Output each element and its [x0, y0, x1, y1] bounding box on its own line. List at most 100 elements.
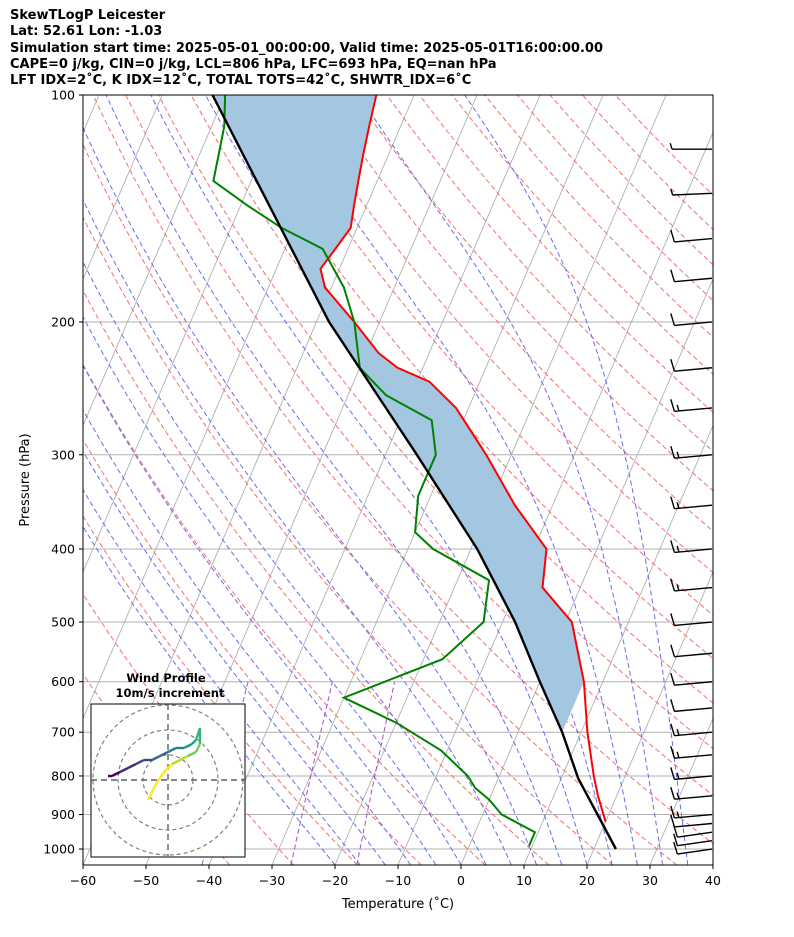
x-tick-label: −40 [196, 873, 222, 888]
barb-staff [674, 754, 713, 759]
x-tick-label: −60 [70, 873, 96, 888]
isotherm-line [83, 95, 100, 134]
isotherm-line [83, 95, 163, 281]
y-tick-label: 800 [51, 768, 75, 783]
moist-adiabat-line [83, 364, 437, 865]
isotherm-line [208, 95, 541, 865]
dry-adiabat-line [321, 95, 713, 532]
barb-flag [670, 723, 676, 736]
barb-flag [676, 451, 680, 458]
wind-barb [670, 746, 713, 759]
inset-title: Wind Profile [126, 671, 206, 685]
barb-flag [673, 825, 679, 838]
dry-adiabat-line [157, 95, 713, 750]
barb-staff [674, 681, 713, 686]
hodograph-segment [194, 727, 202, 741]
wind-barb [670, 699, 713, 713]
barb-flag [670, 496, 676, 509]
x-axis-label: Temperature (˚C) [341, 896, 454, 912]
barb-flag [676, 811, 680, 818]
isotherm-line [83, 95, 289, 574]
hodograph-segment [119, 766, 129, 774]
mixing-ratio-line [356, 681, 396, 865]
wind-barb [670, 805, 713, 819]
barb-staff [674, 454, 713, 459]
barb-staff [674, 237, 713, 243]
wind-barb [670, 613, 713, 627]
barb-flag [670, 805, 676, 819]
wind-profile-inset: Wind Profile 10m/s increment [90, 671, 246, 858]
wind-barb [670, 269, 713, 283]
index-line: LFT IDX=2˚C, K IDX=12˚C, TOTAL TOTS=42˚C… [10, 73, 472, 89]
barb-staff [677, 831, 713, 838]
wind-barb [670, 644, 713, 658]
wind-barb [670, 787, 713, 800]
moist-adiabat-line [205, 95, 613, 865]
mixing-ratio-line [290, 681, 333, 865]
moist-adiabat-line [83, 488, 361, 865]
y-axis-label: Pressure (hPa) [18, 433, 33, 526]
barb-staff [674, 321, 713, 327]
moist-adiabat-line [83, 525, 336, 865]
moist-adiabat-line [83, 450, 386, 865]
dry-adiabat-line [83, 438, 422, 865]
barb-staff [674, 277, 713, 283]
barb-flag [670, 358, 676, 372]
barb-flag [670, 746, 676, 759]
barb-staff [674, 504, 713, 510]
cape-line: CAPE=0 j/kg, CIN=0 j/kg, LCL=806 hPa, LF… [10, 56, 497, 72]
wind-barb [670, 814, 713, 828]
barb-flag [673, 841, 679, 855]
hodograph-segment [187, 750, 197, 758]
x-tick-label: −20 [322, 873, 348, 888]
isotherm-line [776, 95, 794, 865]
x-tick-label: −30 [259, 873, 285, 888]
barb-flag [670, 672, 676, 686]
y-tick-label: 200 [51, 314, 75, 329]
isotherm-line [523, 424, 713, 865]
wind-barb [670, 313, 713, 327]
barb-flag [670, 313, 676, 326]
dry-adiabat-line [92, 95, 713, 845]
wind-barb [670, 672, 713, 686]
isotherm-line [460, 277, 713, 865]
barb-staff [677, 840, 713, 847]
chart-header: SkewTLogP Leicester Lat: 52.61 Lon: -1.0… [10, 8, 603, 89]
x-tick-label: 40 [705, 873, 721, 888]
barb-flag [670, 644, 676, 657]
barb-flag [670, 229, 676, 243]
barb-flag [676, 792, 680, 800]
moist-adiabat-line [358, 95, 664, 865]
x-tick-label: 30 [642, 873, 658, 888]
cape-fill [212, 95, 584, 733]
y-tick-label: 600 [51, 674, 75, 689]
x-tick-label: −50 [133, 873, 159, 888]
barb-flag [673, 833, 679, 846]
barb-flag [676, 404, 680, 412]
parcel-line [211, 95, 617, 850]
y-tick-label: 700 [51, 725, 75, 740]
location-line: Lat: 52.61 Lon: -1.03 [10, 24, 163, 40]
inset-subtitle: 10m/s increment [116, 686, 225, 700]
profile-lines [211, 95, 617, 850]
barb-staff [674, 367, 713, 372]
barb-flag [670, 787, 676, 800]
dry-adiabat-line [83, 515, 358, 865]
barb-staff [672, 192, 713, 196]
isotherm-line [712, 863, 713, 865]
y-tick-label: 500 [51, 615, 75, 630]
time-line: Simulation start time: 2025-05-01_00:00:… [10, 40, 603, 56]
hodograph-segment [179, 754, 189, 762]
hodograph-segment [159, 750, 169, 758]
barb-staff [674, 586, 713, 592]
x-tick-label: 0 [457, 873, 465, 888]
isotherm-line [83, 95, 226, 427]
hodograph-segment [151, 754, 161, 762]
wind-barb [670, 767, 713, 781]
barb-staff [674, 795, 713, 800]
x-tick-label: 20 [579, 873, 595, 888]
y-tick-label: 400 [51, 541, 75, 556]
barb-flag [670, 814, 676, 828]
moist-adiabat-line [150, 95, 588, 865]
y-tick-label: 900 [51, 807, 75, 822]
